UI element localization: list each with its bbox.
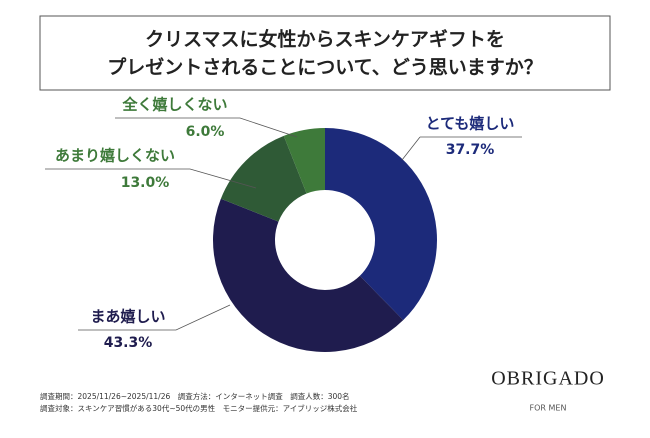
leader-line bbox=[78, 304, 231, 331]
category-label: とても嬉しい bbox=[426, 115, 515, 133]
chart-title: クリスマスに女性からスキンケアギフトを bbox=[145, 28, 505, 51]
donut-slice bbox=[220, 135, 307, 222]
leader-line bbox=[115, 117, 298, 138]
donut-slice bbox=[283, 128, 325, 194]
chart-title: プレゼントされることについて、どう思いますか？ bbox=[107, 56, 542, 79]
footnote: 調査期間：2025/11/26~2025/11/26 調査方法：インターネット調… bbox=[40, 391, 350, 401]
value-label: 6.0% bbox=[186, 124, 225, 140]
donut-slice bbox=[325, 128, 437, 321]
title-box bbox=[39, 15, 611, 91]
value-label: 13.0% bbox=[121, 175, 170, 191]
leader-line bbox=[45, 168, 257, 189]
footnote: 調査対象：スキンケア習慣がある30代~50代の男性 モニター提供元：アイブリッジ… bbox=[40, 403, 358, 413]
category-label: 全く嬉しくない bbox=[121, 96, 227, 114]
donut-slice bbox=[213, 198, 404, 352]
category-label: あまり嬉しくない bbox=[55, 147, 175, 165]
brand-sub: FOR MEN bbox=[530, 404, 567, 413]
leader-line bbox=[401, 136, 421, 161]
category-label: まあ嬉しい bbox=[90, 308, 165, 326]
value-label: 37.7% bbox=[446, 142, 495, 158]
value-label: 43.3% bbox=[104, 335, 153, 351]
brand-logo: OBRIGADO bbox=[491, 368, 605, 390]
